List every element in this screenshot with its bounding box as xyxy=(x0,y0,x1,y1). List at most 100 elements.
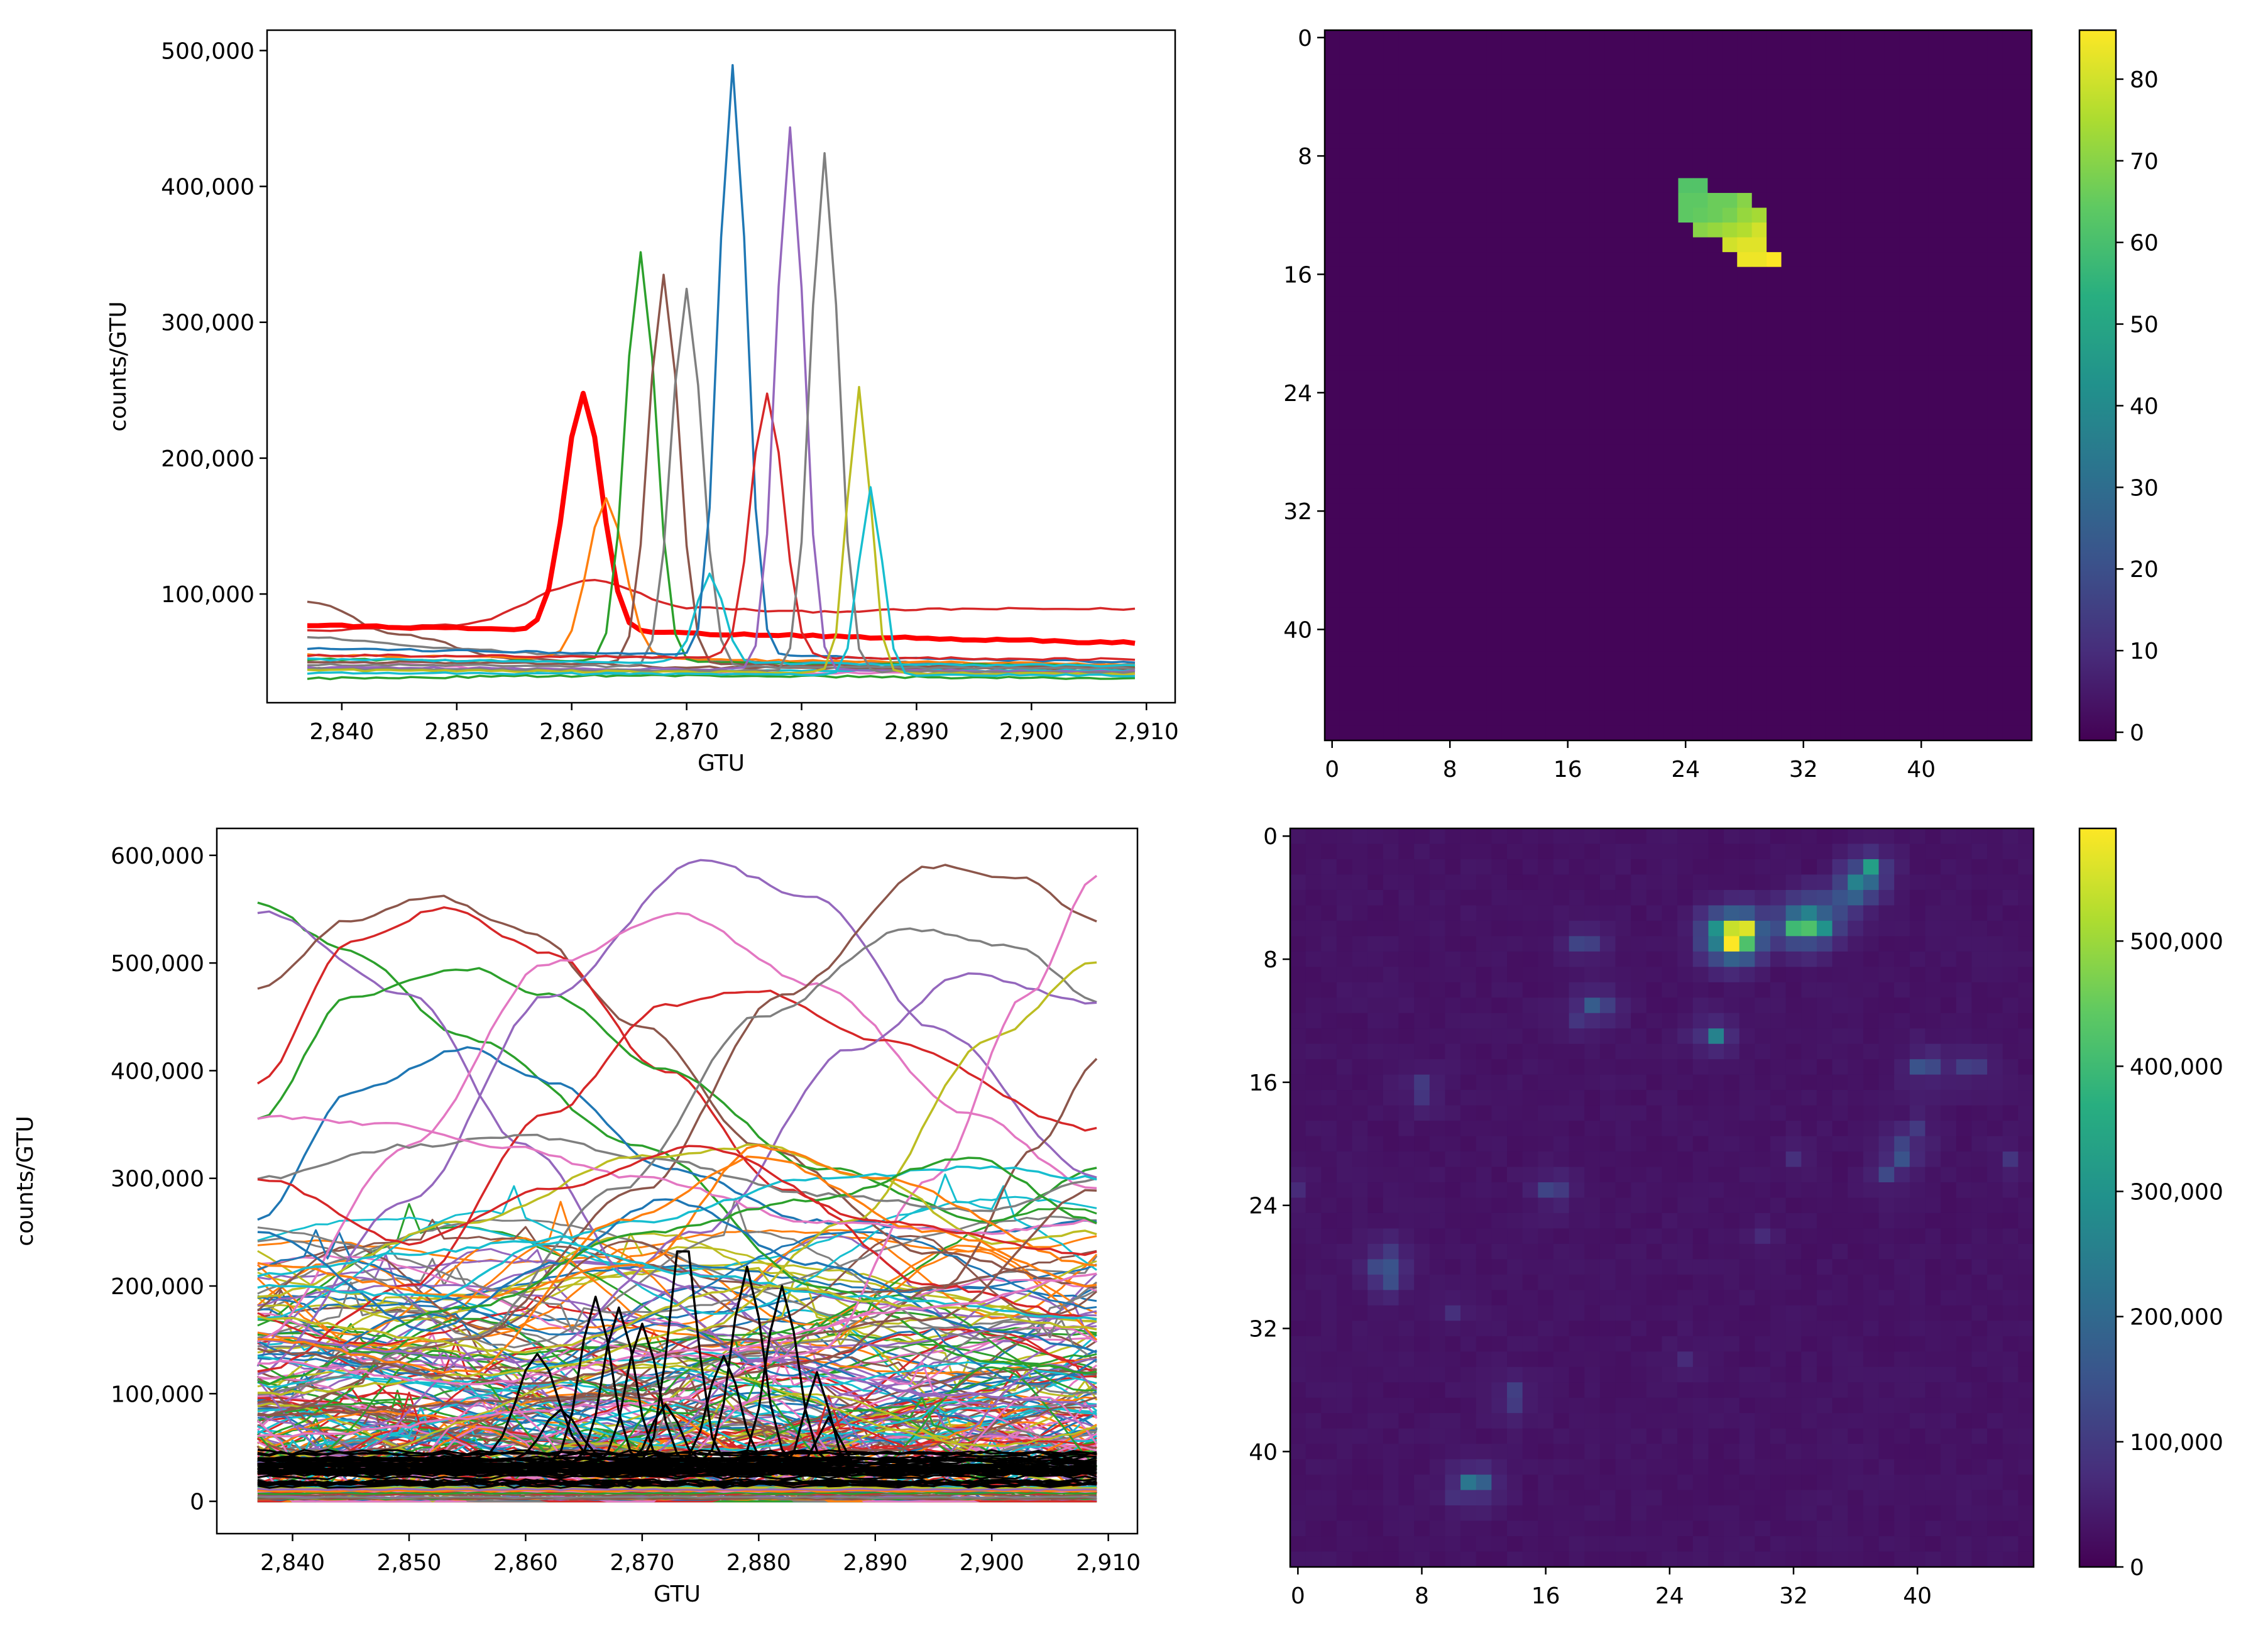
heatmap-cell xyxy=(1615,1305,1631,1321)
heatmap-cell xyxy=(1516,429,1531,445)
heatmap-cell xyxy=(1708,1074,1724,1091)
heatmap-cell xyxy=(1767,60,1782,75)
heatmap-cell xyxy=(1398,503,1414,519)
heatmap-cell xyxy=(1491,1274,1508,1290)
heatmap-cell xyxy=(1767,459,1782,475)
heatmap-cell xyxy=(1457,311,1472,327)
heatmap-cell xyxy=(1767,563,1782,578)
heatmap-cell xyxy=(1878,1305,1895,1321)
heatmap-cell xyxy=(1816,1490,1833,1506)
heatmap-cell xyxy=(1369,89,1384,105)
heatmap-cell xyxy=(1751,651,1767,667)
heatmap-cell xyxy=(1971,1351,1988,1368)
heatmap-cell xyxy=(1987,997,2003,1014)
heatmap-cell xyxy=(1840,355,1856,371)
heatmap-cell xyxy=(1305,1551,1322,1568)
heatmap-cell xyxy=(1770,951,1787,967)
heatmap-cell xyxy=(1722,681,1738,696)
heatmap-cell xyxy=(1840,474,1856,490)
heatmap-cell xyxy=(1631,1336,1647,1352)
heatmap-cell xyxy=(1339,415,1355,431)
heatmap-cell xyxy=(1305,1090,1322,1106)
heatmap-cell xyxy=(1476,1551,1492,1568)
heatmap-cell xyxy=(1781,666,1797,682)
heatmap-cell xyxy=(1615,1259,1631,1275)
heatmap-cell xyxy=(1383,148,1399,164)
heatmap-cell xyxy=(1538,1013,1554,1029)
heatmap-cell xyxy=(1531,547,1547,564)
heatmap-cell xyxy=(1663,444,1679,460)
heatmap-cell xyxy=(1305,1274,1322,1290)
heatmap-cell xyxy=(2002,89,2018,105)
heatmap-cell xyxy=(1383,1013,1400,1029)
heatmap-cell xyxy=(1971,1274,1988,1290)
heatmap-cell xyxy=(1894,1059,1910,1075)
heatmap-cell xyxy=(1663,696,1679,712)
heatmap-cell xyxy=(1941,1105,1957,1121)
heatmap-cell xyxy=(1722,45,1738,60)
heatmap-cell xyxy=(1604,163,1620,179)
heatmap-cell xyxy=(1914,666,1929,682)
heatmap-cell xyxy=(2017,400,2032,415)
heatmap-cell xyxy=(1491,828,1508,845)
heatmap-cell xyxy=(1840,696,1856,712)
heatmap-cell xyxy=(1599,1459,1616,1475)
heatmap-cell xyxy=(1958,459,1973,475)
heatmap-cell xyxy=(1870,400,1885,415)
heatmap-cell xyxy=(1599,1121,1616,1137)
heatmap-cell xyxy=(1928,518,1944,534)
heatmap-cell xyxy=(1801,1013,1817,1029)
heatmap-cell xyxy=(1662,951,1678,967)
heatmap-cell xyxy=(2018,967,2034,983)
heatmap-cell xyxy=(1367,1167,1384,1183)
heatmap-cell xyxy=(1538,1228,1554,1245)
heatmap-cell xyxy=(1692,207,1708,223)
heatmap-cell xyxy=(1569,1413,1585,1429)
heatmap-cell xyxy=(1290,1475,1307,1491)
heatmap-cell xyxy=(1973,148,1988,164)
heatmap-cell xyxy=(1785,1105,1802,1121)
heatmap-cell xyxy=(1367,1397,1384,1414)
heatmap-cell xyxy=(1575,207,1591,223)
heatmap-cell xyxy=(1884,578,1900,593)
heatmap-cell xyxy=(1884,725,1900,741)
heatmap-cell xyxy=(1692,474,1708,490)
heatmap-cell xyxy=(1516,252,1531,268)
heatmap-cell xyxy=(2002,1444,2019,1460)
heatmap-cell xyxy=(1811,400,1826,415)
heatmap-cell xyxy=(1724,1090,1740,1106)
heatmap-cell xyxy=(1383,207,1399,223)
heatmap-cell xyxy=(1987,1475,2003,1491)
y-axis-label: counts/GTU xyxy=(106,301,131,431)
heatmap-cell xyxy=(1884,341,1900,356)
heatmap-cell xyxy=(1634,223,1650,238)
heatmap-cell xyxy=(1971,936,1988,952)
heatmap-cell xyxy=(1615,1151,1631,1168)
heatmap-cell xyxy=(1398,967,1415,983)
heatmap-cell xyxy=(2002,1475,2019,1491)
heatmap-cell xyxy=(1516,415,1531,431)
heatmap-cell xyxy=(1414,1459,1430,1475)
heatmap-cell xyxy=(1884,311,1900,327)
heatmap-cell xyxy=(1383,1413,1400,1429)
heatmap-cell xyxy=(1575,578,1591,593)
heatmap-cell xyxy=(1973,282,1988,297)
heatmap-cell xyxy=(1442,326,1458,341)
heatmap-cell xyxy=(1476,1366,1492,1383)
heatmap-cell xyxy=(1575,415,1591,431)
heatmap-cell xyxy=(1538,1397,1554,1414)
heatmap-cell xyxy=(1848,1382,1864,1398)
heatmap-cell xyxy=(1336,1197,1353,1214)
heatmap-cell xyxy=(1648,311,1664,327)
heatmap-cell xyxy=(1884,459,1900,475)
heatmap-cell xyxy=(1413,207,1428,223)
heatmap-cell xyxy=(1507,1212,1523,1229)
heatmap-cell xyxy=(1501,267,1517,282)
heatmap-cell xyxy=(1522,1459,1538,1475)
heatmap-cell xyxy=(1383,622,1399,637)
heatmap-cell xyxy=(1305,1212,1322,1229)
heatmap-cell xyxy=(1575,89,1591,105)
heatmap-cell xyxy=(1383,666,1399,682)
heatmap-cell xyxy=(1767,223,1782,238)
heatmap-cell xyxy=(1569,951,1585,967)
